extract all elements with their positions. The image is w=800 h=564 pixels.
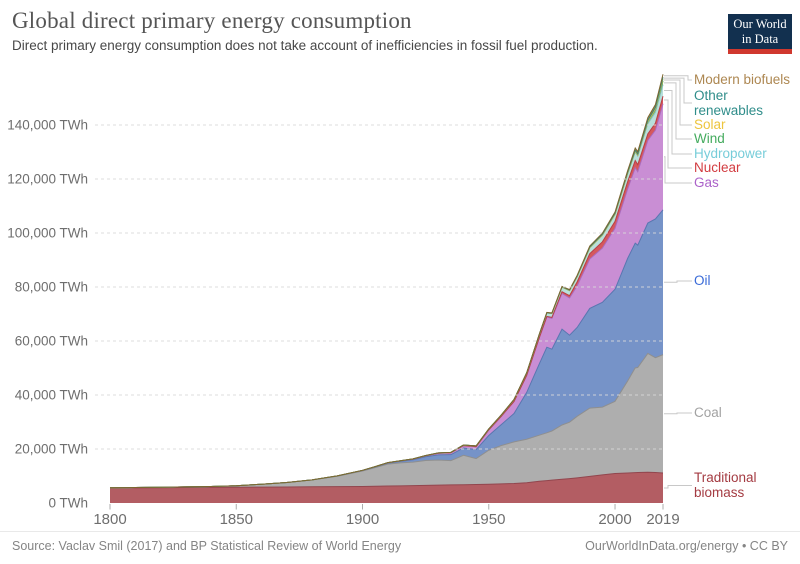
- legend-connector-modern_biofuels: [664, 75, 692, 81]
- y-axis-label: 140,000 TWh: [7, 118, 88, 133]
- legend-label-solar[interactable]: Solar: [694, 117, 726, 132]
- license-link[interactable]: OurWorldInData.org/energy • CC BY: [585, 539, 788, 553]
- legend-label-modern_biofuels[interactable]: Modern biofuels: [694, 72, 791, 87]
- area-gas[interactable]: [110, 103, 663, 488]
- area-traditional_biomass[interactable]: [110, 472, 663, 503]
- legend-connector-hydropower: [664, 89, 692, 155]
- legend-connector-coal: [664, 412, 692, 415]
- area-edge-traditional_biomass: [109, 471, 664, 489]
- x-axis-label: 1850: [220, 511, 253, 528]
- legend-label-traditional_biomass[interactable]: Traditional biomass: [694, 470, 757, 500]
- y-axis-label: 60,000 TWh: [15, 334, 88, 349]
- legend-label-hydropower[interactable]: Hydropower: [694, 146, 767, 161]
- x-axis-label: 2019: [646, 511, 679, 528]
- chart-title: Global direct primary energy consumption: [12, 8, 412, 33]
- owid-logo-line1: Our World: [733, 17, 787, 31]
- x-axis-label: 2000: [598, 511, 631, 528]
- legend-connector-gas: [664, 156, 692, 184]
- legend-label-gas[interactable]: Gas: [694, 175, 719, 190]
- owid-logo[interactable]: Our World in Data: [728, 14, 792, 54]
- legend-connector-wind: [664, 82, 692, 140]
- y-axis-label: 80,000 TWh: [15, 280, 88, 295]
- footer: Source: Vaclav Smil (2017) and BP Statis…: [0, 531, 800, 553]
- y-axis-label: 0 TWh: [48, 496, 88, 511]
- y-axis-label: 40,000 TWh: [15, 388, 88, 403]
- legend-label-oil[interactable]: Oil: [694, 273, 711, 288]
- area-edge-modern_biofuels: [109, 74, 664, 489]
- legend-connector-oil: [664, 280, 692, 283]
- x-axis-label: 1900: [346, 511, 379, 528]
- x-axis-label: 1950: [472, 511, 505, 528]
- legend-connector-nuclear: [664, 99, 692, 169]
- legend-connector-solar: [664, 79, 692, 126]
- area-oil[interactable]: [110, 209, 663, 488]
- chart-subtitle: Direct primary energy consumption does n…: [12, 38, 598, 53]
- legend-label-coal[interactable]: Coal: [694, 405, 722, 420]
- source-note: Source: Vaclav Smil (2017) and BP Statis…: [12, 539, 402, 553]
- y-axis-label: 120,000 TWh: [7, 172, 88, 187]
- y-axis-label: 100,000 TWh: [7, 226, 88, 241]
- legend-connector-other_renewables: [664, 77, 692, 104]
- legend-connector-traditional_biomass: [664, 485, 692, 489]
- legend-label-other_renewables[interactable]: Other renewables: [694, 88, 764, 118]
- y-axis-label: 20,000 TWh: [15, 442, 88, 457]
- owid-logo-line2: in Data: [741, 32, 779, 46]
- area-coal[interactable]: [110, 353, 663, 488]
- x-axis-label: 1800: [93, 511, 126, 528]
- legend-label-nuclear[interactable]: Nuclear: [694, 160, 741, 175]
- legend-label-wind[interactable]: Wind: [694, 131, 725, 146]
